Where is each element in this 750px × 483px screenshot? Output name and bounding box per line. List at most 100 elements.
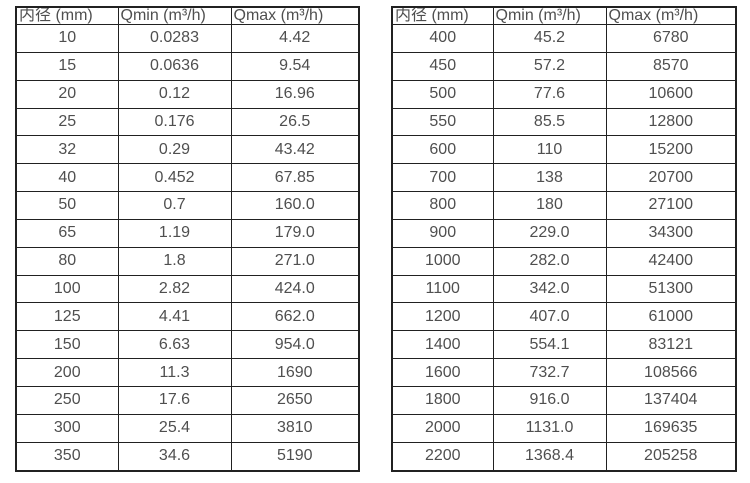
table-row: 65 1.19 179.0	[15, 218, 360, 248]
table-row: 450 57.2 8570	[391, 51, 737, 81]
table-cell: 17.6	[117, 385, 232, 415]
table-cell: 300	[15, 413, 119, 443]
table-cell: 10600	[605, 79, 737, 109]
table-cell: 100	[15, 274, 119, 304]
table-row: 1800 916.0 137404	[391, 385, 737, 415]
table-row: 200 11.3 1690	[15, 358, 360, 387]
table-cell: 16.96	[230, 79, 360, 109]
table-cell: 40	[15, 163, 119, 193]
table-cell: 205258	[605, 441, 737, 472]
table-row: 350 34.6 5190	[15, 441, 360, 472]
column-header-qmin: Qmin (m³/h)	[492, 6, 607, 25]
table-cell: 2200	[391, 441, 494, 472]
table-row: 125 4.41 662.0	[15, 302, 360, 332]
table-cell: 6780	[605, 24, 737, 53]
table-cell: 9.54	[230, 51, 360, 81]
table-cell: 57.2	[492, 51, 607, 81]
table-row: 15 0.0636 9.54	[15, 51, 360, 81]
table-cell: 26.5	[230, 107, 360, 137]
table-cell: 110	[492, 135, 607, 165]
table-cell: 271.0	[230, 246, 360, 276]
table-row: 500 77.6 10600	[391, 79, 737, 109]
table-cell: 8570	[605, 51, 737, 81]
table-cell: 25.4	[117, 413, 232, 443]
table-row: 550 85.5 12800	[391, 107, 737, 137]
table-row: 800 180 27100	[391, 191, 737, 220]
table-cell: 250	[15, 385, 119, 415]
table-cell: 12800	[605, 107, 737, 137]
table-cell: 1600	[391, 358, 494, 387]
table-cell: 43.42	[230, 135, 360, 165]
table-row: 1400 554.1 83121	[391, 330, 737, 360]
table-cell: 4.42	[230, 24, 360, 53]
table-cell: 0.452	[117, 163, 232, 193]
table-row: 100 2.82 424.0	[15, 274, 360, 304]
table-cell: 11.3	[117, 358, 232, 387]
table-row: 300 25.4 3810	[15, 413, 360, 443]
table-row: 20 0.12 16.96	[15, 79, 360, 109]
column-header-qmin: Qmin (m³/h)	[117, 6, 232, 25]
table-cell: 1.8	[117, 246, 232, 276]
table-cell: 229.0	[492, 218, 607, 248]
table-cell: 20700	[605, 163, 737, 193]
table-body: 10 0.0283 4.42 15 0.0636 9.54 20 0.12 16.96 25 0.1…	[15, 24, 360, 472]
table-row: 900 229.0 34300	[391, 218, 737, 248]
table-cell: 0.176	[117, 107, 232, 137]
table-cell: 32	[15, 135, 119, 165]
table-cell: 5190	[230, 441, 360, 472]
table-cell: 85.5	[492, 107, 607, 137]
table-cell: 954.0	[230, 330, 360, 360]
table-row: 25 0.176 26.5	[15, 107, 360, 137]
column-header-diameter: 内径 (mm)	[15, 6, 119, 25]
table-cell: 137404	[605, 385, 737, 415]
table-cell: 42400	[605, 246, 737, 276]
table-cell: 550	[391, 107, 494, 137]
column-header-diameter: 内径 (mm)	[391, 6, 494, 25]
table-cell: 108566	[605, 358, 737, 387]
table-cell: 450	[391, 51, 494, 81]
table-cell: 2650	[230, 385, 360, 415]
table-cell: 554.1	[492, 330, 607, 360]
table-header: 内径 (mm) Qmin (m³/h) Qmax (m³/h)	[391, 6, 737, 25]
table-cell: 1800	[391, 385, 494, 415]
table-cell: 34.6	[117, 441, 232, 472]
table-cell: 179.0	[230, 218, 360, 248]
table-row: 2000 1131.0 169635	[391, 413, 737, 443]
table-cell: 600	[391, 135, 494, 165]
table-row: 600 110 15200	[391, 135, 737, 165]
table-cell: 34300	[605, 218, 737, 248]
table-header: 内径 (mm) Qmin (m³/h) Qmax (m³/h)	[15, 6, 360, 25]
table-cell: 3810	[230, 413, 360, 443]
table-cell: 150	[15, 330, 119, 360]
table-cell: 800	[391, 191, 494, 220]
table-cell: 61000	[605, 302, 737, 332]
table-row: 32 0.29 43.42	[15, 135, 360, 165]
table-cell: 180	[492, 191, 607, 220]
table-cell: 65	[15, 218, 119, 248]
table-body: 400 45.2 6780 450 57.2 8570 500 77.6 10600 550 85.…	[391, 24, 737, 472]
table-row: 50 0.7 160.0	[15, 191, 360, 220]
table-cell: 900	[391, 218, 494, 248]
table-row: 1100 342.0 51300	[391, 274, 737, 304]
table-cell: 350	[15, 441, 119, 472]
table-cell: 138	[492, 163, 607, 193]
table-cell: 0.7	[117, 191, 232, 220]
table-cell: 15	[15, 51, 119, 81]
table-cell: 0.0283	[117, 24, 232, 53]
table-cell: 0.29	[117, 135, 232, 165]
table-cell: 500	[391, 79, 494, 109]
table-row: 400 45.2 6780	[391, 24, 737, 53]
table-cell: 15200	[605, 135, 737, 165]
table-cell: 2.82	[117, 274, 232, 304]
table-row: 250 17.6 2650	[15, 385, 360, 415]
header-row: 内径 (mm) Qmin (m³/h) Qmax (m³/h)	[391, 6, 737, 25]
table-cell: 1368.4	[492, 441, 607, 472]
table-row: 1600 732.7 108566	[391, 358, 737, 387]
table-row: 1200 407.0 61000	[391, 302, 737, 332]
table-row: 80 1.8 271.0	[15, 246, 360, 276]
table-cell: 10	[15, 24, 119, 53]
table-cell: 25	[15, 107, 119, 137]
table-cell: 916.0	[492, 385, 607, 415]
table-cell: 83121	[605, 330, 737, 360]
